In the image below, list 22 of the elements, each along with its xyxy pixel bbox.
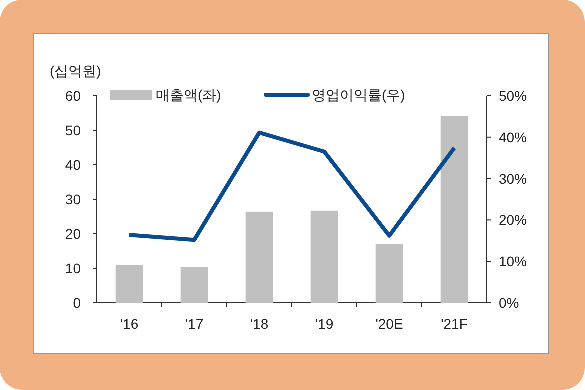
ytick: 0 [73, 295, 81, 311]
y2tick: 0% [499, 295, 520, 311]
ytick: 40 [65, 157, 81, 173]
xtick: '18 [250, 316, 269, 332]
y2tick: 30% [499, 170, 528, 187]
xtick: '19 [315, 316, 334, 332]
ytick: 20 [65, 226, 81, 242]
ytick: 60 [65, 88, 81, 104]
ylabel: (십억원) [50, 63, 102, 79]
y2tick: 20% [499, 212, 528, 228]
y2tick: 40% [499, 129, 528, 146]
xtick: '16 [120, 316, 139, 332]
y2tick: 50% [499, 88, 528, 104]
xtick: '21F [441, 316, 468, 332]
legend-text: 영업이익률(우) [312, 87, 406, 103]
xtick: '17 [185, 316, 204, 332]
xtick: '20E [376, 316, 404, 332]
y2tick: 10% [499, 254, 528, 270]
ytick: 10 [65, 260, 81, 276]
ytick: 50 [65, 122, 81, 138]
ytick: 30 [65, 192, 81, 208]
legend-text: 매출액(좌) [156, 87, 222, 103]
